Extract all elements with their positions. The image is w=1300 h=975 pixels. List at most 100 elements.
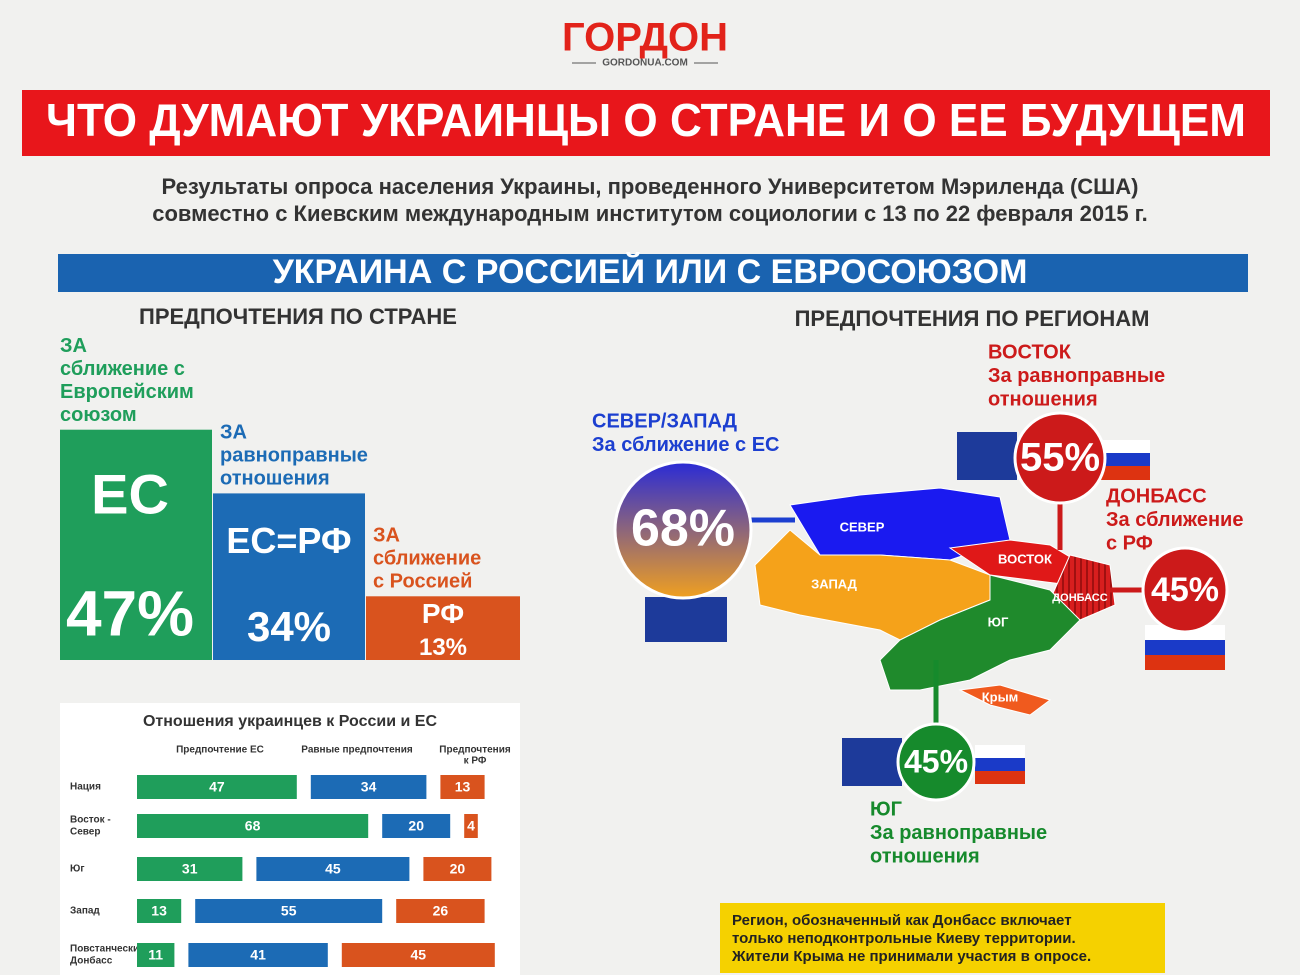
bar-value: 34% [247, 603, 331, 650]
table-bar [256, 857, 410, 881]
region-caption: ЮГ [870, 798, 902, 820]
region-circle [613, 460, 753, 600]
map-region [1049, 554, 1116, 621]
region-circle [896, 722, 976, 802]
bar-caption: сближение [373, 548, 481, 570]
table-value: 20 [450, 861, 466, 877]
region-circle [1013, 411, 1107, 505]
table-title: Отношения украинцев к России и ЕС [143, 713, 437, 730]
logo-site: GORDONUA.COM [602, 58, 688, 69]
bar-caption: ЗА [220, 422, 247, 444]
bar-value: 47% [66, 577, 194, 649]
table-bar [310, 775, 427, 799]
flags [645, 432, 1225, 786]
table-bar [137, 899, 182, 923]
country-bar [213, 493, 365, 660]
country-title: ПРЕДПОЧТЕНИЯ ПО СТРАНЕ [139, 304, 457, 329]
table-header: Предпочтения [439, 745, 511, 756]
region-circle [1141, 546, 1229, 634]
table-bar [440, 775, 485, 799]
subtitle: совместно с Киевским международным инсти… [152, 201, 1148, 226]
connectors [751, 503, 1143, 724]
bar-label: ЕС [91, 463, 169, 526]
table-value: 31 [182, 861, 198, 877]
table-bar [137, 943, 175, 967]
table-value: 34 [361, 779, 377, 795]
region-caption: За сближение [1106, 509, 1243, 531]
region-caption: отношения [870, 845, 980, 867]
table-value: 55 [281, 903, 297, 919]
table-card [60, 703, 520, 975]
region-value: 45% [1151, 571, 1219, 609]
note-line: только неподконтрольные Киеву территории… [732, 930, 1076, 947]
table-bar [341, 943, 495, 967]
eu-flag [957, 432, 1017, 480]
table-bar [382, 814, 451, 838]
map-region [879, 574, 1081, 691]
region-caption: За равноправные [988, 365, 1165, 387]
bar-label: РФ [422, 598, 464, 629]
section-title: УКРАИНА С РОССИЕЙ ИЛИ С ЕВРОСОЮЗОМ [273, 252, 1028, 291]
map-label: СЕВЕР [840, 519, 885, 534]
table-bar [137, 814, 369, 838]
country-bar [60, 429, 212, 660]
row-label: Нация [70, 782, 101, 793]
table-value: 47 [209, 779, 225, 795]
map-region [958, 684, 1052, 716]
bar-caption: союзом [60, 404, 137, 426]
table-value: 45 [325, 861, 341, 877]
table-value: 45 [411, 947, 427, 963]
row-label: Донбасс [70, 955, 113, 967]
bar-caption: отношения [220, 468, 330, 490]
row-label: Повстанческий [70, 944, 145, 955]
title-band [22, 90, 1270, 156]
table-bar [137, 775, 297, 799]
bar-caption: равноправные [220, 445, 368, 467]
table-header: Предпочтение ЕС [176, 745, 264, 756]
row-label: Восток - [70, 815, 111, 826]
region-caption: За сближение с ЕС [592, 434, 779, 456]
bar-label: ЕС=РФ [226, 520, 351, 561]
note-line: Жители Крыма не принимали участия в опро… [731, 948, 1091, 965]
note-box [720, 903, 1165, 973]
main-title: ЧТО ДУМАЮТ УКРАИНЦЫ О СТРАНЕ И О ЕЕ БУДУ… [46, 94, 1246, 146]
map-label: ЮГ [988, 614, 1009, 629]
table-value: 20 [408, 818, 424, 834]
bar-caption: сближение с [60, 358, 185, 380]
ru-flag [975, 745, 1025, 784]
region-caption: ДОНБАСС [1106, 485, 1207, 507]
table-bar [423, 857, 492, 881]
section-band [58, 254, 1248, 292]
region-caption: с РФ [1106, 532, 1153, 554]
region-caption: За равноправные [870, 822, 1047, 844]
table-value: 4 [467, 818, 475, 834]
table-bar [396, 899, 485, 923]
map-label: ЗАПАД [811, 576, 858, 591]
regions-title: ПРЕДПОЧТЕНИЯ ПО РЕГИОНАМ [795, 306, 1150, 331]
region-caption: СЕВЕР/ЗАПАД [592, 410, 737, 432]
logo: ГОРДОН [562, 16, 728, 60]
country-bar [366, 596, 520, 660]
table-value: 26 [433, 903, 449, 919]
row-label: Север [70, 827, 100, 838]
table-value: 13 [151, 903, 167, 919]
ru-flag [1098, 440, 1150, 480]
map-label: ДОНБАСС [1052, 592, 1107, 604]
region-value: 55% [1020, 436, 1100, 480]
table-bar [464, 814, 478, 838]
table-value: 13 [455, 779, 471, 795]
row-label: Юг [70, 864, 84, 875]
table-bar [137, 857, 243, 881]
bar-caption: ЗА [60, 335, 87, 357]
table-value: 41 [250, 947, 266, 963]
row-label: Запад [70, 906, 100, 917]
map-label: Крым [982, 689, 1019, 704]
eu-flag [645, 597, 727, 642]
map-label: ВОСТОК [998, 551, 1052, 566]
table-header: Равные предпочтения [301, 745, 413, 756]
table-bar [195, 899, 383, 923]
eu-flag [842, 738, 902, 786]
subtitle: Результаты опроса населения Украины, про… [162, 174, 1139, 199]
